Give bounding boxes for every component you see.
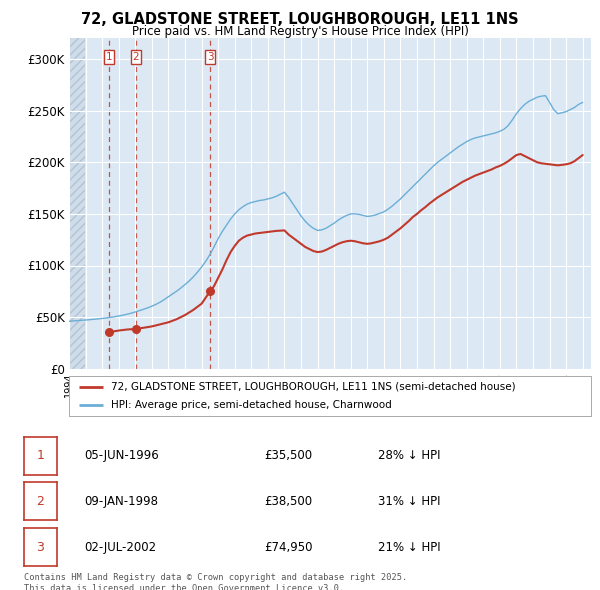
Text: 02-JUL-2002: 02-JUL-2002: [84, 540, 156, 554]
Text: 3: 3: [207, 53, 214, 62]
Text: HPI: Average price, semi-detached house, Charnwood: HPI: Average price, semi-detached house,…: [111, 400, 392, 410]
Text: £38,500: £38,500: [264, 494, 312, 508]
Text: 09-JAN-1998: 09-JAN-1998: [84, 494, 158, 508]
Text: 05-JUN-1996: 05-JUN-1996: [84, 449, 159, 463]
Text: 1: 1: [106, 53, 113, 62]
Text: 2: 2: [37, 494, 44, 508]
Text: 2: 2: [133, 53, 139, 62]
Text: Contains HM Land Registry data © Crown copyright and database right 2025.
This d: Contains HM Land Registry data © Crown c…: [24, 573, 407, 590]
Text: 28% ↓ HPI: 28% ↓ HPI: [378, 449, 440, 463]
Text: 31% ↓ HPI: 31% ↓ HPI: [378, 494, 440, 508]
Text: £74,950: £74,950: [264, 540, 313, 554]
Text: 1: 1: [37, 449, 44, 463]
Text: 72, GLADSTONE STREET, LOUGHBOROUGH, LE11 1NS (semi-detached house): 72, GLADSTONE STREET, LOUGHBOROUGH, LE11…: [111, 382, 515, 392]
Text: Price paid vs. HM Land Registry's House Price Index (HPI): Price paid vs. HM Land Registry's House …: [131, 25, 469, 38]
Text: 21% ↓ HPI: 21% ↓ HPI: [378, 540, 440, 554]
Text: 72, GLADSTONE STREET, LOUGHBOROUGH, LE11 1NS: 72, GLADSTONE STREET, LOUGHBOROUGH, LE11…: [81, 12, 519, 27]
Bar: [69, 38, 85, 369]
Text: 3: 3: [37, 540, 44, 554]
Text: £35,500: £35,500: [264, 449, 312, 463]
